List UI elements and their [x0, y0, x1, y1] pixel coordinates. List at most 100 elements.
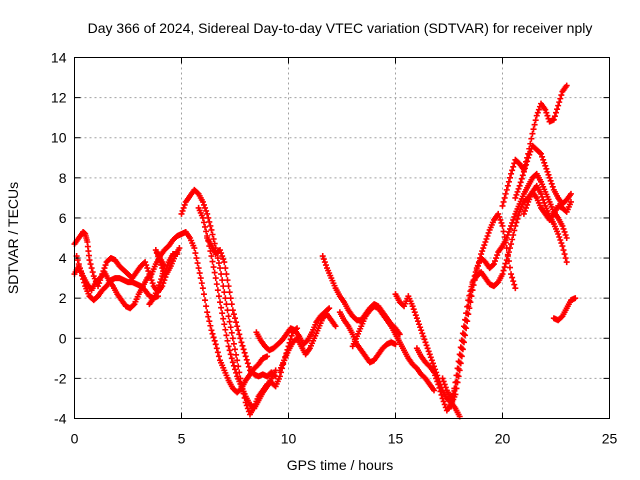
- data-point: [232, 366, 238, 373]
- data-point: [418, 327, 425, 334]
- data-point: [164, 262, 171, 269]
- data-point: [544, 168, 551, 175]
- data-point: [555, 230, 562, 237]
- data-point: [154, 253, 161, 260]
- data-point: [562, 255, 569, 262]
- data-point: [203, 207, 210, 214]
- data-point: [479, 248, 486, 255]
- data-point: [504, 231, 511, 238]
- data-point: [505, 228, 512, 235]
- data-point: [149, 280, 156, 287]
- data-point: [466, 292, 473, 299]
- data-point: [502, 190, 509, 197]
- data-point: [431, 369, 438, 376]
- data-point: [156, 256, 163, 263]
- data-point: [196, 270, 203, 277]
- series-track-18: [512, 142, 574, 207]
- data-point: [481, 242, 488, 249]
- data-point: [501, 194, 508, 201]
- data-point: [545, 171, 552, 178]
- data-point: [538, 190, 545, 197]
- data-point: [496, 213, 503, 220]
- data-point: [509, 167, 516, 174]
- x-tick-label: 15: [388, 431, 404, 447]
- data-point: [449, 397, 456, 404]
- data-point: [419, 330, 426, 337]
- series-track-2: [71, 228, 183, 296]
- data-point: [458, 345, 465, 352]
- data-point: [211, 337, 218, 344]
- data-point: [180, 204, 187, 211]
- data-point: [549, 183, 556, 190]
- y-tick-label: 0: [59, 330, 67, 346]
- data-point: [512, 222, 519, 229]
- data-point: [510, 278, 517, 285]
- data-point: [215, 293, 222, 300]
- series-track-4: [146, 247, 181, 308]
- x-tick-label: 10: [281, 431, 297, 447]
- data-point: [456, 359, 463, 366]
- data-point: [225, 283, 232, 290]
- data-point: [210, 236, 217, 243]
- data-point: [420, 333, 427, 340]
- data-point: [490, 261, 497, 268]
- data-point: [557, 237, 564, 244]
- y-tick-label: 10: [51, 130, 67, 146]
- data-point: [500, 228, 507, 235]
- data-point: [524, 201, 531, 208]
- x-tick-label: 20: [495, 431, 511, 447]
- data-point: [560, 225, 567, 232]
- data-point: [510, 216, 517, 223]
- data-point: [96, 280, 103, 287]
- data-point: [212, 275, 219, 282]
- data-point: [230, 362, 237, 369]
- data-point: [503, 257, 510, 264]
- data-point: [230, 311, 237, 318]
- data-point: [226, 289, 233, 296]
- data-point: [506, 174, 513, 181]
- data-point: [409, 303, 416, 310]
- data-point: [219, 310, 226, 317]
- data-point: [514, 215, 521, 222]
- data-point: [88, 265, 95, 272]
- data-point: [161, 271, 168, 278]
- data-point: [460, 323, 467, 330]
- series-track-19: [520, 188, 574, 223]
- data-point: [450, 391, 457, 398]
- data-point: [160, 280, 167, 287]
- data-point: [440, 378, 447, 385]
- data-point: [207, 222, 214, 229]
- data-point: [200, 219, 207, 226]
- data-point: [202, 297, 209, 304]
- data-point: [221, 289, 228, 296]
- data-point: [218, 250, 225, 257]
- grid-layer: [74, 57, 610, 419]
- data-point: [143, 262, 150, 269]
- data-point: [130, 302, 137, 309]
- y-tick-label: -4: [54, 411, 67, 427]
- data-point: [148, 277, 155, 284]
- data-point: [439, 375, 446, 382]
- data-point: [501, 264, 508, 271]
- data-point: [102, 262, 109, 269]
- data-point: [147, 274, 154, 281]
- data-point: [392, 341, 399, 348]
- ticks-layer: 0 5 10 15 20 25 -4 -2 0 2 4 6 8 10 12 14: [51, 50, 618, 447]
- series-track-20: [550, 295, 579, 324]
- data-point: [198, 280, 205, 287]
- series-track-7: [204, 235, 279, 380]
- data-point: [195, 265, 202, 272]
- data-point: [226, 347, 233, 354]
- data-point: [230, 340, 237, 347]
- data-point: [548, 180, 555, 187]
- data-point: [319, 253, 326, 260]
- data-point: [531, 121, 538, 128]
- data-point: [526, 151, 533, 158]
- data-point: [199, 285, 206, 292]
- data-point: [199, 198, 206, 205]
- data-point: [499, 202, 506, 209]
- series-track-9: [276, 311, 339, 374]
- data-point: [506, 245, 513, 252]
- data-point: [429, 360, 436, 367]
- data-point: [438, 391, 445, 398]
